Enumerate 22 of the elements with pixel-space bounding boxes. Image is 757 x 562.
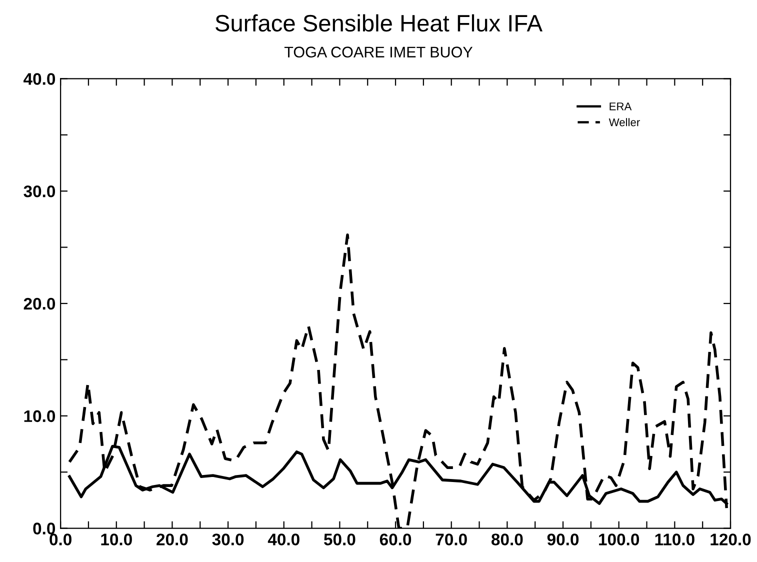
x-tick-label: 110.0 [655,534,694,546]
x-tick-label: 50.0 [324,534,356,546]
x-tick-label: 20.0 [156,534,188,546]
x-tick-label: 80.0 [492,534,523,546]
x-tick-label: 120.0 [710,534,751,546]
chart-title: Surface Sensible Heat Flux IFA [216,14,543,32]
x-tick-label: 90.0 [547,534,579,546]
x-tick-label: 100.0 [599,534,640,546]
y-tick-label: 0.0 [33,522,56,534]
y-tick-label: 40.0 [24,73,56,85]
legend-label: ERA [610,102,632,110]
chart-subtitle: TOGA COARE IMET BUOY [284,46,473,58]
y-tick-label: 30.0 [24,185,56,198]
x-tick-label: 70.0 [436,534,467,546]
y-tick-label: 20.0 [24,298,56,310]
x-tick-label: 30.0 [212,534,244,546]
y-tick-label: 10.0 [24,410,56,422]
x-tick-label: 10.0 [101,534,132,546]
x-tick-label: 40.0 [268,534,300,546]
x-tick-label: 60.0 [380,534,412,546]
legend-label: Weller [608,118,640,126]
x-tick-label: 0.0 [50,534,72,546]
